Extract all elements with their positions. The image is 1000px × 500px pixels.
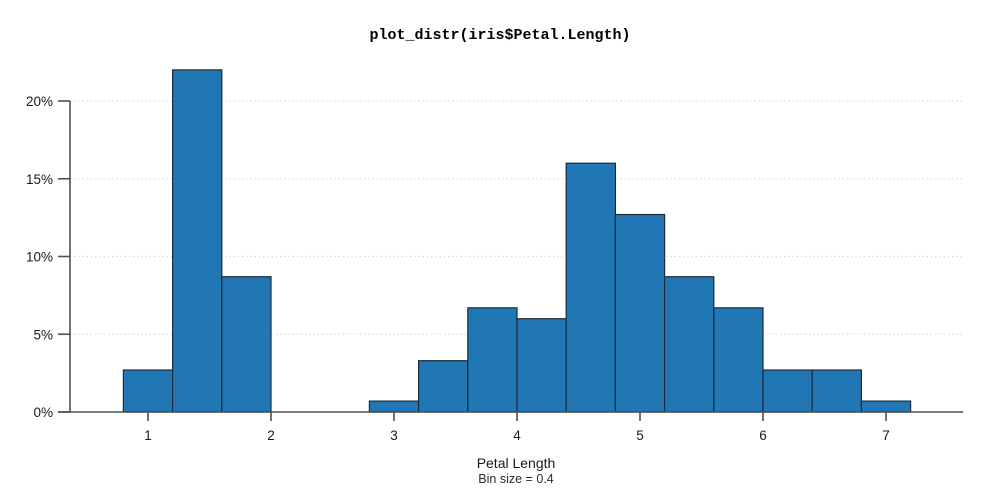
y-tick-label: 20% (26, 94, 53, 109)
x-tick-label: 7 (882, 428, 890, 443)
y-tick-label: 0% (33, 405, 53, 420)
histogram-bar (221, 276, 272, 413)
bin-size-note: Bin size = 0.4 (478, 472, 554, 486)
histogram-bar (565, 162, 617, 413)
x-axis-title: Petal Length (476, 455, 556, 471)
x-tick-label: 4 (513, 428, 521, 443)
histogram-bar (762, 369, 813, 413)
chart-title: plot_distr(iris$Petal.Length) (369, 27, 631, 44)
histogram-bar (663, 276, 715, 413)
histogram-bar (122, 369, 174, 413)
histogram-bar (811, 369, 863, 413)
histogram-bar (172, 69, 223, 413)
y-tick-label: 15% (26, 172, 53, 187)
y-tick-label: 10% (26, 250, 53, 265)
x-tick-label: 2 (267, 428, 275, 443)
x-tick-label: 5 (636, 428, 644, 443)
x-tick-label: 1 (144, 428, 152, 443)
histogram-bar (614, 213, 666, 413)
x-tick-label: 3 (390, 428, 398, 443)
histogram-bar (418, 360, 469, 413)
histogram-bar (860, 400, 912, 413)
histogram-bar (467, 307, 518, 413)
y-tick-label: 5% (33, 327, 53, 342)
histogram-bar (713, 307, 764, 413)
histogram-bar (368, 400, 420, 413)
x-tick-label: 6 (759, 428, 767, 443)
histogram-bar (516, 318, 567, 413)
